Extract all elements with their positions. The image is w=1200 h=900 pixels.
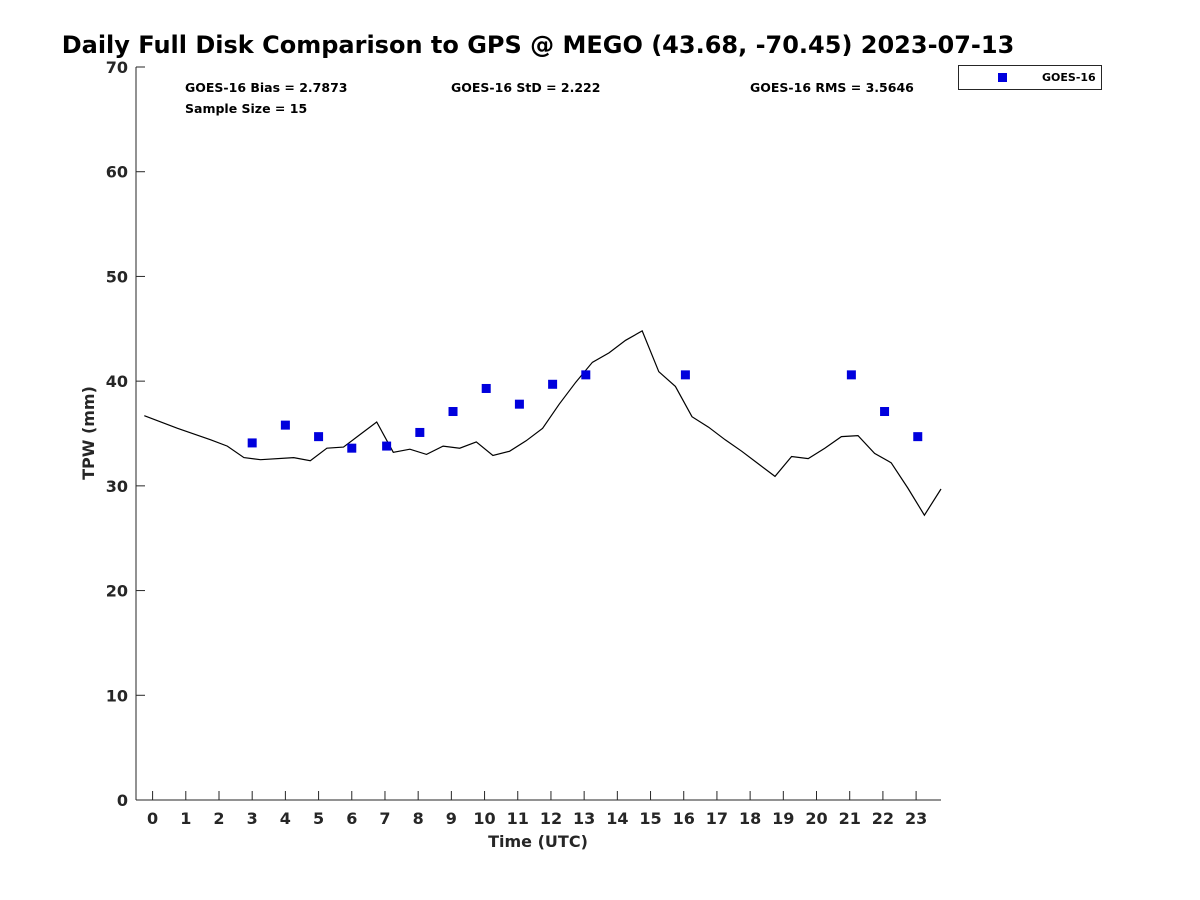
goes16-point: [514, 399, 524, 409]
y-tick-label: 50: [106, 267, 128, 286]
goes16-point: [347, 443, 357, 453]
goes16-point: [280, 420, 290, 430]
y-tick-label: 40: [106, 372, 128, 391]
goes16-point: [680, 370, 690, 380]
x-tick-label: 4: [280, 809, 291, 828]
std-stat: GOES-16 StD = 2.222: [451, 80, 600, 95]
x-axis-label: Time (UTC): [488, 832, 588, 851]
bias-stat: GOES-16 Bias = 2.7873: [185, 80, 347, 95]
goes16-point: [913, 432, 923, 442]
goes16-point: [846, 370, 856, 380]
y-tick-label: 70: [106, 58, 128, 77]
x-tick-label: 13: [573, 809, 595, 828]
legend: GOES-16: [958, 65, 1102, 90]
goes16-point: [247, 438, 257, 448]
goes16-point: [415, 427, 425, 437]
x-tick-label: 16: [673, 809, 695, 828]
y-tick-label: 10: [106, 686, 128, 705]
y-tick-label: 30: [106, 477, 128, 496]
legend-label: GOES-16: [1042, 71, 1096, 84]
gps-tpw-line: [144, 330, 942, 517]
x-tick-label: 22: [872, 809, 894, 828]
legend-box: [958, 65, 1102, 90]
y-tick-label: 60: [106, 163, 128, 182]
x-tick-label: 11: [507, 809, 529, 828]
x-tick-label: 14: [606, 809, 628, 828]
x-tick-label: 12: [540, 809, 562, 828]
x-tick-label: 9: [446, 809, 457, 828]
x-tick-label: 21: [839, 809, 861, 828]
x-tick-label: 10: [473, 809, 495, 828]
x-tick-label: 0: [147, 809, 158, 828]
goes16-point: [448, 407, 458, 417]
goes16-point: [314, 432, 324, 442]
goes16-point: [481, 383, 491, 393]
goes16-point: [382, 441, 392, 451]
rms-stat: GOES-16 RMS = 3.5646: [750, 80, 914, 95]
x-tick-label: 20: [805, 809, 827, 828]
y-tick-label: 20: [106, 582, 128, 601]
x-tick-label: 18: [739, 809, 761, 828]
axes: [135, 67, 941, 801]
y-axis-label: TPW (mm): [79, 386, 98, 480]
x-tick-label: 19: [772, 809, 794, 828]
goes16-point: [548, 379, 558, 389]
x-tick-label: 15: [639, 809, 661, 828]
x-tick-label: 8: [413, 809, 424, 828]
chart-title: Daily Full Disk Comparison to GPS @ MEGO…: [62, 31, 1015, 59]
x-tick-label: 23: [905, 809, 927, 828]
x-tick-label: 1: [180, 809, 191, 828]
y-tick-label: 0: [117, 791, 128, 810]
x-tick-label: 3: [247, 809, 258, 828]
plot-area: [144, 330, 942, 517]
x-tick-label: 6: [346, 809, 357, 828]
x-ticks: 0 1 2 3 4 5 6 7 8 9 10 11 12 13 14 15 16 17 18 19 20 21 22 23: [147, 791, 927, 828]
x-tick-label: 5: [313, 809, 324, 828]
goes16-point: [880, 407, 890, 417]
x-tick-label: 17: [706, 809, 728, 828]
x-tick-label: 7: [379, 809, 390, 828]
goes16-point: [581, 370, 591, 380]
legend-marker: [998, 73, 1007, 82]
x-tick-label: 2: [213, 809, 224, 828]
sample-size-stat: Sample Size = 15: [185, 101, 307, 116]
y-ticks: 0 10 20 30 40 50 60 70: [106, 58, 145, 810]
